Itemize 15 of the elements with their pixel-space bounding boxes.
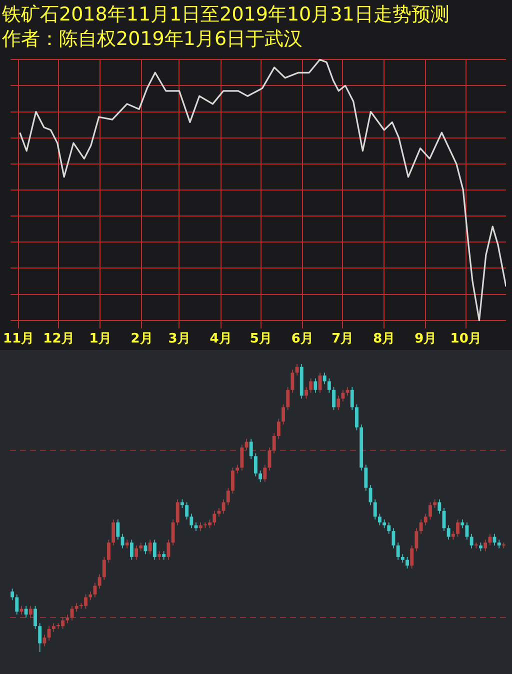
x-tick-label: 7月 — [332, 332, 354, 347]
candlestick — [474, 542, 478, 548]
x-tick-label: 2月 — [130, 332, 153, 347]
x-tick-label: 9月 — [414, 332, 437, 347]
x-tick-label: 5月 — [250, 332, 272, 347]
chart-subtitle: 作者：陈自权2019年1月6日于武汉 — [1, 28, 303, 50]
x-tick-label: 6月 — [291, 332, 314, 347]
x-tick-label: 11月 — [3, 332, 34, 347]
x-tick-label: 12月 — [43, 332, 74, 347]
chart-title: 铁矿石2018年11月1日至2019年10月31日走势预测 — [1, 3, 450, 26]
x-tick-label: 4月 — [210, 332, 232, 347]
x-tick-label: 3月 — [168, 332, 190, 347]
x-tick-label: 1月 — [89, 332, 112, 347]
x-tick-label: 8月 — [373, 332, 396, 347]
x-tick-label: 10月 — [450, 332, 482, 347]
